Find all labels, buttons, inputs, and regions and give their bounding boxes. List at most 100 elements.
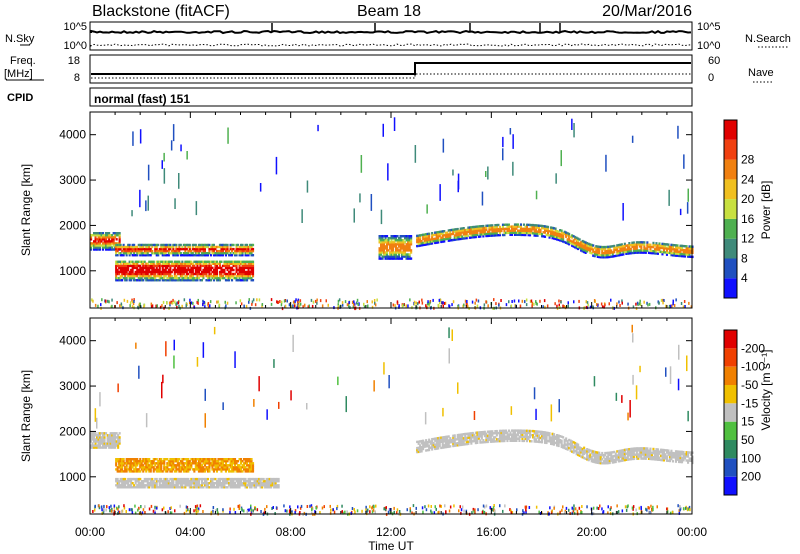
sparse-echo	[560, 150, 562, 167]
scatter-cell	[248, 300, 250, 304]
range-cell	[124, 266, 127, 270]
range-cell	[551, 228, 554, 232]
range-cell	[614, 460, 617, 464]
range-cell	[229, 268, 232, 272]
scatter-cell	[366, 300, 368, 304]
range-cell	[137, 270, 140, 274]
range-cell	[574, 450, 577, 453]
scatter-cell	[298, 304, 301, 308]
nsky-spikes	[271, 23, 561, 32]
range-cell	[99, 440, 102, 443]
range-cell	[208, 272, 211, 276]
range-cell	[586, 450, 589, 453]
range-cell	[194, 279, 197, 282]
range-cell	[560, 239, 563, 243]
range-cell	[249, 458, 252, 461]
range-cell	[154, 247, 157, 251]
range-cell	[580, 447, 583, 450]
scatter-cell	[119, 304, 121, 308]
range-cell	[115, 444, 118, 447]
range-cell	[170, 264, 173, 268]
range-cell	[161, 264, 164, 268]
range-cell	[215, 272, 218, 276]
range-cell	[181, 468, 184, 471]
range-cell	[221, 254, 224, 257]
range-cell	[575, 442, 578, 446]
range-cell	[179, 243, 182, 247]
range-cell	[93, 446, 96, 449]
range-cell	[519, 435, 522, 438]
range-cell	[506, 431, 509, 434]
range-cell	[228, 276, 231, 280]
range-cell	[276, 486, 279, 489]
range-cell	[399, 247, 402, 250]
range-cell	[224, 272, 227, 276]
range-cell	[565, 233, 568, 236]
range-cell	[629, 243, 632, 247]
range-cell	[108, 442, 111, 445]
range-cell	[408, 235, 411, 238]
range-cell	[524, 431, 527, 434]
range-cell	[620, 243, 623, 246]
scatter-cell	[307, 305, 309, 309]
range-cell	[408, 255, 411, 258]
range-cell	[221, 482, 224, 485]
range-cell	[568, 240, 571, 244]
scatter-cell	[554, 302, 556, 306]
scatter-cell	[352, 303, 355, 307]
range-cell	[118, 482, 121, 485]
range-cell	[575, 236, 578, 240]
scatter-cell	[514, 304, 516, 308]
range-cell	[637, 455, 640, 458]
range-cell	[262, 484, 265, 487]
range-cell	[395, 237, 398, 240]
range-cell	[650, 457, 653, 461]
range-cell	[105, 246, 108, 249]
range-cell	[137, 462, 140, 465]
range-cell	[161, 270, 164, 274]
range-cell	[250, 252, 253, 255]
range-cell	[154, 276, 157, 280]
range-cell	[160, 247, 163, 251]
range-cell	[522, 439, 525, 443]
scatter-cell	[150, 302, 153, 306]
range-cell	[426, 449, 429, 452]
range-cell	[187, 470, 190, 473]
range-cell	[437, 233, 440, 236]
range-cell	[407, 255, 410, 258]
range-cell	[214, 266, 217, 270]
range-cell	[90, 246, 93, 249]
range-cell	[172, 245, 175, 249]
range-cell	[637, 251, 640, 254]
range-cell	[524, 437, 527, 441]
sparse-echo	[178, 173, 180, 189]
range-cell	[169, 245, 172, 249]
range-cell	[229, 464, 232, 467]
range-cell	[169, 486, 172, 489]
range-cell	[584, 243, 587, 246]
sparse-echo	[481, 191, 484, 206]
range-cell	[99, 246, 102, 249]
range-cell	[197, 254, 200, 257]
range-cell	[554, 229, 557, 232]
range-cell	[586, 246, 589, 249]
range-cell	[592, 244, 595, 247]
range-cell	[197, 266, 200, 270]
range-cell	[102, 434, 105, 437]
range-cell	[560, 229, 563, 232]
range-cell	[389, 243, 392, 246]
range-cell	[381, 241, 384, 244]
range-cell	[581, 449, 584, 453]
scatter-cell	[189, 298, 191, 302]
range-cell	[626, 454, 629, 457]
range-cell	[215, 464, 218, 467]
range-cell	[458, 439, 461, 443]
range-cell	[560, 237, 563, 241]
range-cell	[553, 235, 556, 238]
range-cell	[465, 440, 468, 444]
range-cell	[661, 454, 664, 458]
range-cell	[115, 242, 118, 245]
range-cell	[459, 229, 462, 232]
range-cell	[422, 439, 425, 442]
range-cell	[574, 237, 577, 241]
